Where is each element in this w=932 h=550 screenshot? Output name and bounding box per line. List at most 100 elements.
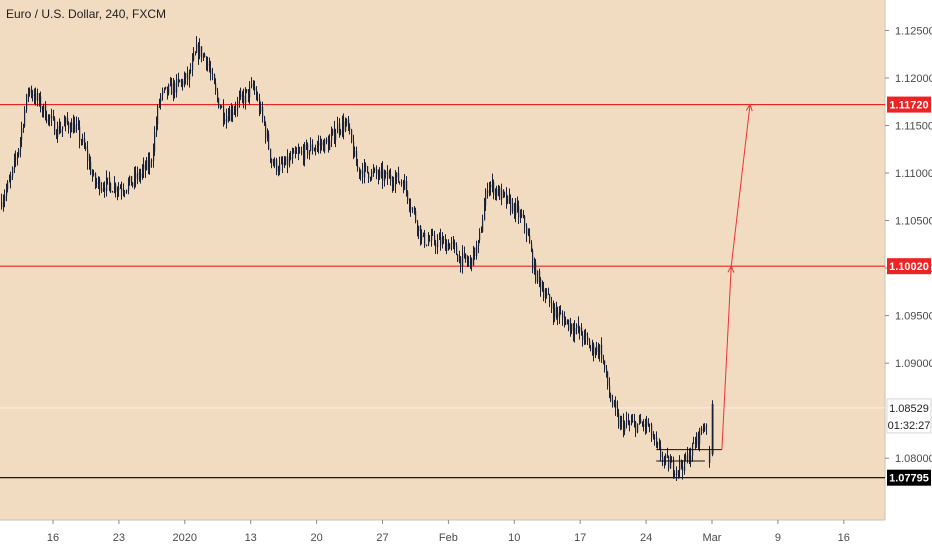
candle-body (303, 151, 305, 160)
candle-body (635, 421, 637, 433)
candle-body (23, 126, 25, 129)
candle-body (507, 195, 509, 204)
candle-body (335, 133, 337, 140)
candle-body (104, 188, 106, 191)
candle-body (206, 57, 208, 66)
candle-body (178, 78, 180, 81)
candle-body (440, 237, 442, 246)
candle-body (574, 328, 576, 335)
candle-body (529, 235, 531, 244)
candle-body (292, 153, 294, 159)
candle-body (510, 198, 512, 212)
candle-body (596, 346, 598, 353)
candle-body (334, 129, 336, 140)
candle-body (42, 109, 44, 111)
candle-body (149, 160, 151, 169)
candle-body (40, 96, 42, 110)
candle-body (481, 231, 483, 233)
candle-body (345, 123, 347, 131)
candle-body (499, 187, 501, 200)
candle-body (82, 138, 84, 143)
candle-body (543, 288, 545, 298)
candle-body (607, 371, 609, 386)
candle-body (382, 169, 384, 182)
candle-body (51, 116, 53, 119)
candle-body (364, 164, 366, 178)
candle-body (346, 119, 348, 124)
candle-body (431, 234, 433, 241)
candle-body (153, 151, 155, 161)
candle-body (357, 166, 359, 168)
candle-body (331, 134, 333, 141)
candle-body (234, 109, 236, 113)
candle-body (204, 54, 206, 58)
candle-body (43, 104, 45, 111)
candle-body (3, 200, 5, 208)
candle-body (67, 117, 69, 123)
candle-body (398, 172, 400, 182)
price-tick-label: 1.11500 (895, 120, 932, 132)
candle-body (496, 189, 498, 196)
candle-body (464, 252, 466, 254)
candle-body (14, 159, 16, 168)
candle-body (298, 151, 300, 153)
candle-body (512, 203, 514, 212)
candle-body (259, 99, 261, 112)
candle-body (515, 203, 517, 216)
candle-body (278, 170, 280, 172)
candle-body (118, 187, 120, 191)
candle-body (445, 239, 447, 251)
candle-body (339, 123, 341, 132)
candle-body (99, 179, 101, 191)
candle-body (214, 74, 216, 84)
candle-body (582, 335, 584, 341)
candle-body (145, 164, 147, 170)
candle-body (656, 437, 658, 443)
candle-body (545, 295, 547, 298)
candle-body (603, 359, 605, 361)
candle-body (79, 126, 81, 141)
candle-body (201, 46, 203, 59)
candle-body (703, 430, 705, 432)
candle-body (487, 190, 489, 194)
candle-body (235, 109, 237, 111)
candle-body (649, 424, 651, 426)
candle-body (24, 109, 26, 127)
candle-body (576, 324, 578, 329)
current-price-flag (886, 398, 932, 434)
candle-body (667, 455, 669, 457)
candle-body (210, 69, 212, 74)
candle-body (676, 470, 678, 476)
candle-body (418, 225, 420, 232)
candle-body (371, 171, 373, 179)
candle-body (415, 211, 417, 222)
candle-body (226, 116, 228, 122)
candle-body (524, 216, 526, 227)
candle-body (378, 174, 380, 177)
candle-body (643, 424, 645, 427)
candle-body (223, 106, 225, 120)
time-tick-label: Feb (439, 532, 458, 544)
candle-body (93, 173, 95, 176)
candle-body (401, 181, 403, 184)
candle-body (374, 168, 376, 171)
candle-body (267, 133, 269, 139)
candle-body (64, 123, 66, 127)
candle-body (629, 423, 631, 425)
candle-body (562, 313, 564, 318)
time-tick-label: 17 (574, 532, 586, 544)
candle-body (304, 144, 306, 160)
candle-body (587, 336, 589, 341)
candle-body (17, 155, 19, 159)
candle-body (484, 205, 486, 221)
candle-body (429, 240, 431, 242)
price-flag (887, 469, 931, 486)
candle-body (20, 139, 22, 150)
candle-body (189, 70, 191, 80)
candle-body (348, 119, 350, 128)
candle-body (554, 307, 556, 318)
candle-body (659, 444, 661, 448)
candle-body (37, 92, 39, 101)
candle-body (192, 59, 194, 71)
